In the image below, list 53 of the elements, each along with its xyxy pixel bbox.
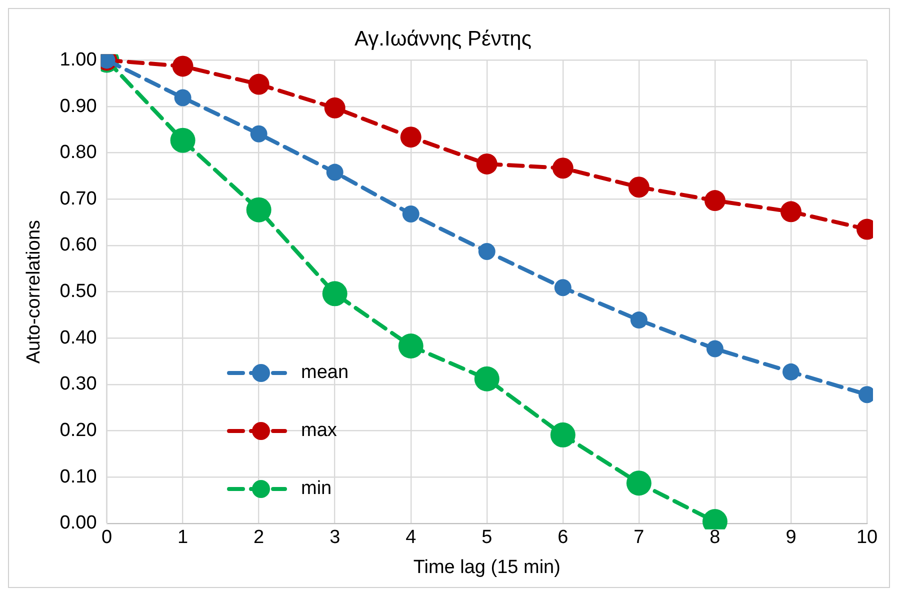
point <box>780 201 802 222</box>
point <box>402 205 420 222</box>
point <box>782 363 800 380</box>
point <box>630 312 648 329</box>
point <box>172 56 194 77</box>
y-tick-label: 0.50 <box>60 281 97 302</box>
y-tick-label: 0.30 <box>60 374 97 395</box>
x-tick-label: 9 <box>786 527 796 548</box>
point <box>174 89 192 106</box>
point <box>246 197 272 222</box>
x-tick-label: 4 <box>406 527 417 548</box>
x-tick-label: 6 <box>558 527 568 548</box>
y-tick-label: 0.40 <box>60 327 97 348</box>
y-tick-label: 0.00 <box>60 512 97 534</box>
y-tick-label: 0.90 <box>60 96 97 117</box>
x-tick-label: 5 <box>482 527 492 548</box>
y-axis-title: Auto-correlations <box>24 220 45 364</box>
x-axis-title: Time lag (15 min) <box>413 556 560 578</box>
point <box>474 366 500 392</box>
y-tick-label: 0.10 <box>60 466 97 488</box>
point <box>170 128 196 153</box>
point <box>628 176 650 198</box>
point <box>550 422 576 448</box>
legend-label: mean <box>301 362 349 384</box>
y-tick-label: 1.00 <box>60 49 97 70</box>
x-tick-label: 3 <box>330 527 340 548</box>
point <box>476 153 498 174</box>
x-tick-label: 1 <box>178 527 188 548</box>
y-tick-label: 0.80 <box>60 142 97 164</box>
x-tick-label: 7 <box>634 527 644 548</box>
point <box>554 279 572 296</box>
point <box>324 97 346 118</box>
legend-label: max <box>301 420 337 442</box>
point <box>326 164 344 181</box>
y-tick-label: 0.20 <box>60 420 97 441</box>
point <box>478 243 496 260</box>
x-tick-label: 2 <box>254 527 264 548</box>
point <box>250 125 268 142</box>
point <box>400 126 422 148</box>
point <box>398 333 424 358</box>
chart-title: Αγ.Ιωάννης Ρέντης <box>354 27 532 50</box>
y-tick-label: 0.60 <box>60 234 97 256</box>
point <box>706 340 724 358</box>
point <box>704 190 726 212</box>
x-tick-label: 8 <box>710 527 720 548</box>
legend-label: min <box>301 478 332 500</box>
point <box>322 281 348 306</box>
y-tick-label: 0.70 <box>60 188 97 210</box>
x-tick-label: 0 <box>101 527 112 548</box>
point <box>626 470 652 496</box>
x-tick-label: 10 <box>856 527 878 548</box>
point <box>248 74 270 95</box>
point <box>552 158 574 179</box>
